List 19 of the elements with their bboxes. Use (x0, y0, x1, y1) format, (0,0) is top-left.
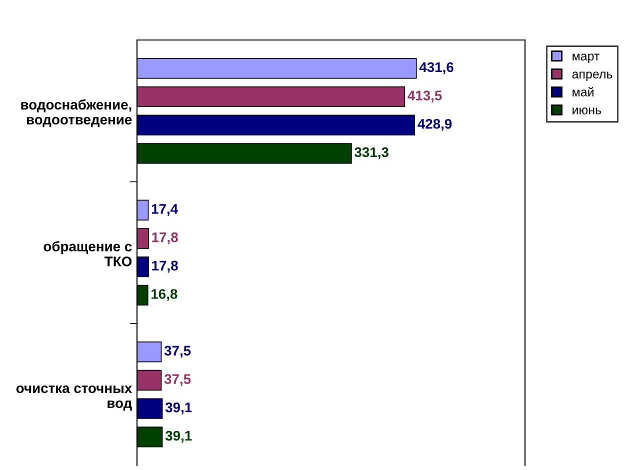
data-label: 39,1 (165, 430, 192, 443)
legend-label: апрель (572, 72, 612, 81)
legend-label: март (572, 54, 600, 63)
data-label: 331,3 (354, 147, 388, 160)
data-label: 431,6 (419, 62, 454, 74)
data-label: 17,8 (152, 260, 178, 273)
y-tick-label: обращение с ТКО (44, 241, 132, 266)
data-label: 17,8 (152, 232, 178, 244)
data-label: 428,9 (418, 118, 452, 131)
data-label: 16,8 (152, 289, 178, 301)
data-label: 37,5 (164, 346, 191, 358)
data-label: 39,1 (165, 402, 192, 414)
data-label: 413,5 (408, 90, 442, 102)
legend-label: май (572, 87, 594, 96)
y-tick-label: очистка сточных вод (16, 386, 132, 411)
data-label: 37,5 (164, 374, 191, 386)
y-tick-label: водоснабжение, водоотведение (21, 99, 132, 128)
legend-label: июнь (572, 108, 602, 114)
data-label: 17,4 (152, 204, 178, 216)
